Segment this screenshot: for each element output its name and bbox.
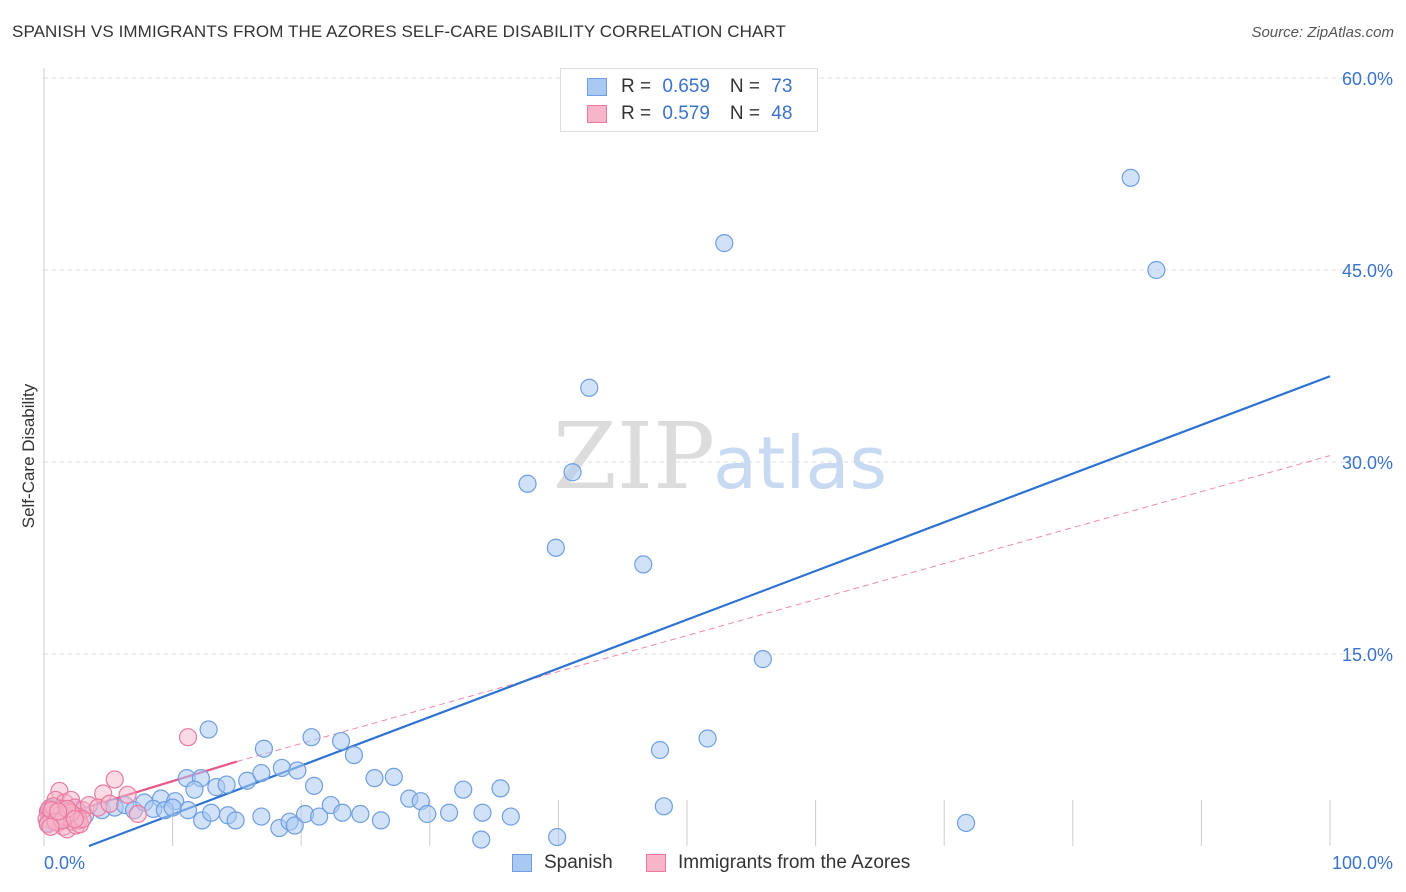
spanish-point [518,474,537,493]
spanish-point [1121,168,1140,187]
spanish-point [185,780,204,799]
spanish-point [178,801,198,820]
legend-r-value: 0.579 [662,103,710,124]
spanish-point [344,746,364,765]
point-layer [37,168,1166,849]
x-tick-label-min: 0.0% [44,853,85,873]
spanish-point [163,798,182,817]
spanish-point [371,811,391,830]
spanish-point [580,378,599,397]
spanish-point [351,804,370,824]
legend-n-value: 73 [771,76,793,97]
chart-title: SPANISH VS IMMIGRANTS FROM THE AZORES SE… [12,22,786,41]
y-tick-label: 60.0% [1342,69,1393,89]
spanish-point [715,234,734,253]
legend-r-label: R = [621,76,657,97]
spanish-point [454,780,473,799]
spanish-point [650,740,670,760]
spanish-point [254,739,274,758]
legend-n-value: 48 [771,103,793,124]
spanish-point [654,797,673,816]
azores-point [100,794,119,813]
x-tick-label-max: 100.0% [1332,853,1393,873]
spanish-point [252,807,271,826]
y-tick-label: 15.0% [1342,645,1393,665]
legend-azores-label: Immigrants from the Azores [678,852,911,873]
spanish-point [199,720,218,739]
legend-spanish-label: Spanish [544,852,613,873]
spanish-point [956,813,976,833]
spanish-point [501,807,520,826]
spanish-point [217,775,236,794]
spanish-point [439,803,459,822]
azores-point [128,804,147,824]
legend-n-label: N = [729,103,766,124]
spanish-swatch [587,78,607,96]
legend-row-azores: R = 0.579 N = 48 [587,101,792,127]
spanish-point [1147,260,1166,280]
legend-item-azores[interactable]: Immigrants from the Azores [646,852,910,874]
azores-point [178,728,198,747]
azores-point [49,802,68,821]
azores-legend-swatch [646,854,666,872]
legend-row-spanish: R = 0.659 N = 73 [587,74,792,100]
spanish-point [288,761,307,780]
spanish-point [272,758,292,778]
source-label: Source: ZipAtlas.com [1251,24,1394,41]
azores-trend-extension [236,455,1331,763]
spanish-point [473,803,492,822]
spanish-point [285,816,304,835]
spanish-point [238,771,257,790]
y-tick-label: 30.0% [1342,453,1393,473]
spanish-point [302,728,321,747]
spanish-point [418,804,437,824]
y-axis-label: Self-Care Disability [19,383,38,528]
spanish-legend-swatch [512,854,532,872]
y-tick-label: 45.0% [1342,261,1393,281]
spanish-point [252,763,271,783]
watermark-zip: ZIP [553,403,715,510]
azores-point [41,817,60,836]
azores-point [118,785,137,804]
legend-n-label: N = [729,76,766,97]
spanish-point [304,776,324,795]
spanish-point [753,650,772,669]
azores-swatch [587,105,607,123]
spanish-point [384,767,403,786]
spanish-point [698,729,717,748]
legend-r-value: 0.659 [662,76,710,97]
series-legend: Spanish Immigrants from the Azores [0,852,1406,878]
spanish-point [548,827,567,847]
legend-item-spanish[interactable]: Spanish [512,852,613,874]
spanish-point [202,803,221,822]
spanish-point [226,811,245,830]
azores-point [105,770,124,789]
spanish-point [333,803,352,822]
azores-point [65,810,84,829]
stats-legend: R = 0.659 N = 73 R = 0.579 N = 48 [560,68,818,132]
spanish-point [546,538,565,557]
spanish-point [634,555,653,574]
spanish-point [310,807,329,826]
spanish-point [563,463,582,482]
spanish-point [365,769,384,788]
spanish-point [491,779,510,798]
spanish-point [331,731,351,751]
legend-r-label: R = [621,103,657,124]
watermark-atlas: atlas [713,421,887,505]
grid-layer [44,77,1393,655]
spanish-point [472,830,491,849]
